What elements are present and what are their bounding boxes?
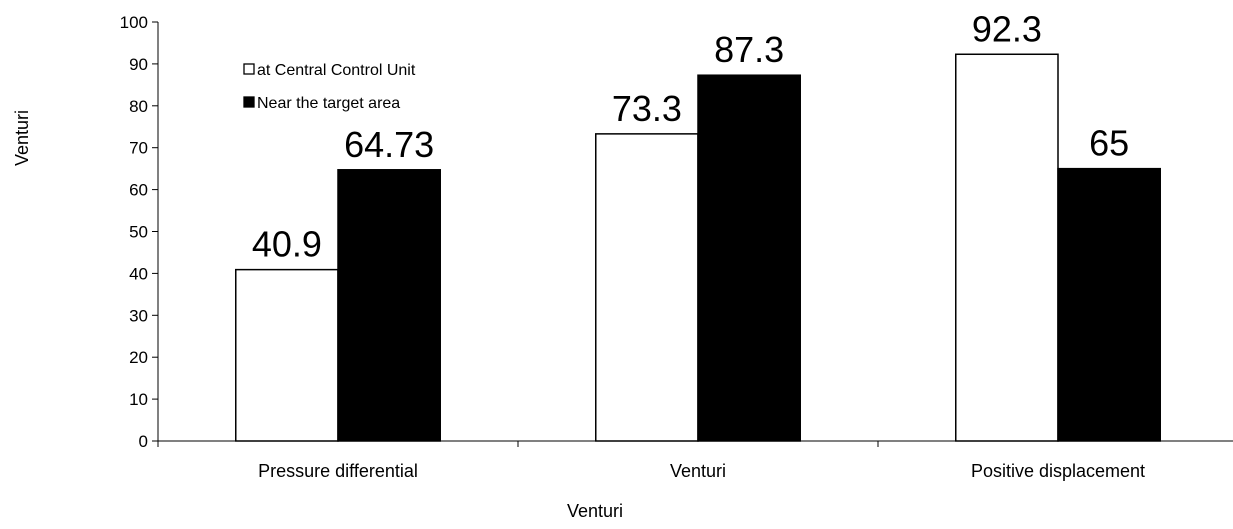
bars	[235, 53, 1161, 442]
y-tick-label: 50	[129, 223, 148, 242]
y-tick-label: 90	[129, 55, 148, 74]
y-tick-label: 10	[129, 390, 148, 409]
legend-label: Near the target area	[257, 95, 400, 112]
y-tick-label: 40	[129, 264, 148, 283]
bar-central-control-unit	[955, 53, 1059, 442]
legend-swatch	[243, 63, 255, 75]
x-category-label: Venturi	[670, 461, 726, 481]
y-tick-label: 30	[129, 306, 148, 325]
y-tick-label: 60	[129, 181, 148, 200]
data-labels: 40.9 73.3 92.3 64.73 87.3 65	[252, 8, 1129, 264]
legend: at Central Control Unit Near the target a…	[243, 62, 416, 112]
y-tick-label: 0	[139, 432, 148, 451]
y-tick-label: 100	[120, 13, 148, 32]
legend-label: at Central Control Unit	[257, 62, 416, 79]
bar-central-control-unit	[235, 268, 339, 442]
x-category-label: Positive displacement	[971, 461, 1145, 481]
x-axis-title: Venturi	[567, 501, 623, 521]
bar-value-label: 73.3	[612, 88, 682, 129]
y-tick-label: 80	[129, 97, 148, 116]
legend-swatch	[243, 96, 255, 108]
y-axis: 0 10 20 30 40 50 60 70 80 90 100	[120, 13, 159, 451]
bar-value-label: 87.3	[714, 29, 784, 70]
bar-value-label: 92.3	[972, 8, 1042, 49]
y-tick-label: 70	[129, 139, 148, 158]
bar-near-target-area	[1057, 167, 1161, 442]
bar-value-label: 40.9	[252, 224, 322, 265]
bar-central-control-unit	[595, 133, 699, 442]
y-axis-title: Venturi	[12, 110, 32, 166]
x-axis: Pressure differential Venturi Positive dis…	[157, 440, 1233, 481]
y-tick-label: 20	[129, 348, 148, 367]
bar-near-target-area	[337, 169, 441, 442]
bar-value-label: 64.73	[344, 124, 434, 165]
bar-near-target-area	[697, 74, 801, 442]
x-category-label: Pressure differential	[258, 461, 418, 481]
bar-value-label: 65	[1089, 123, 1129, 164]
